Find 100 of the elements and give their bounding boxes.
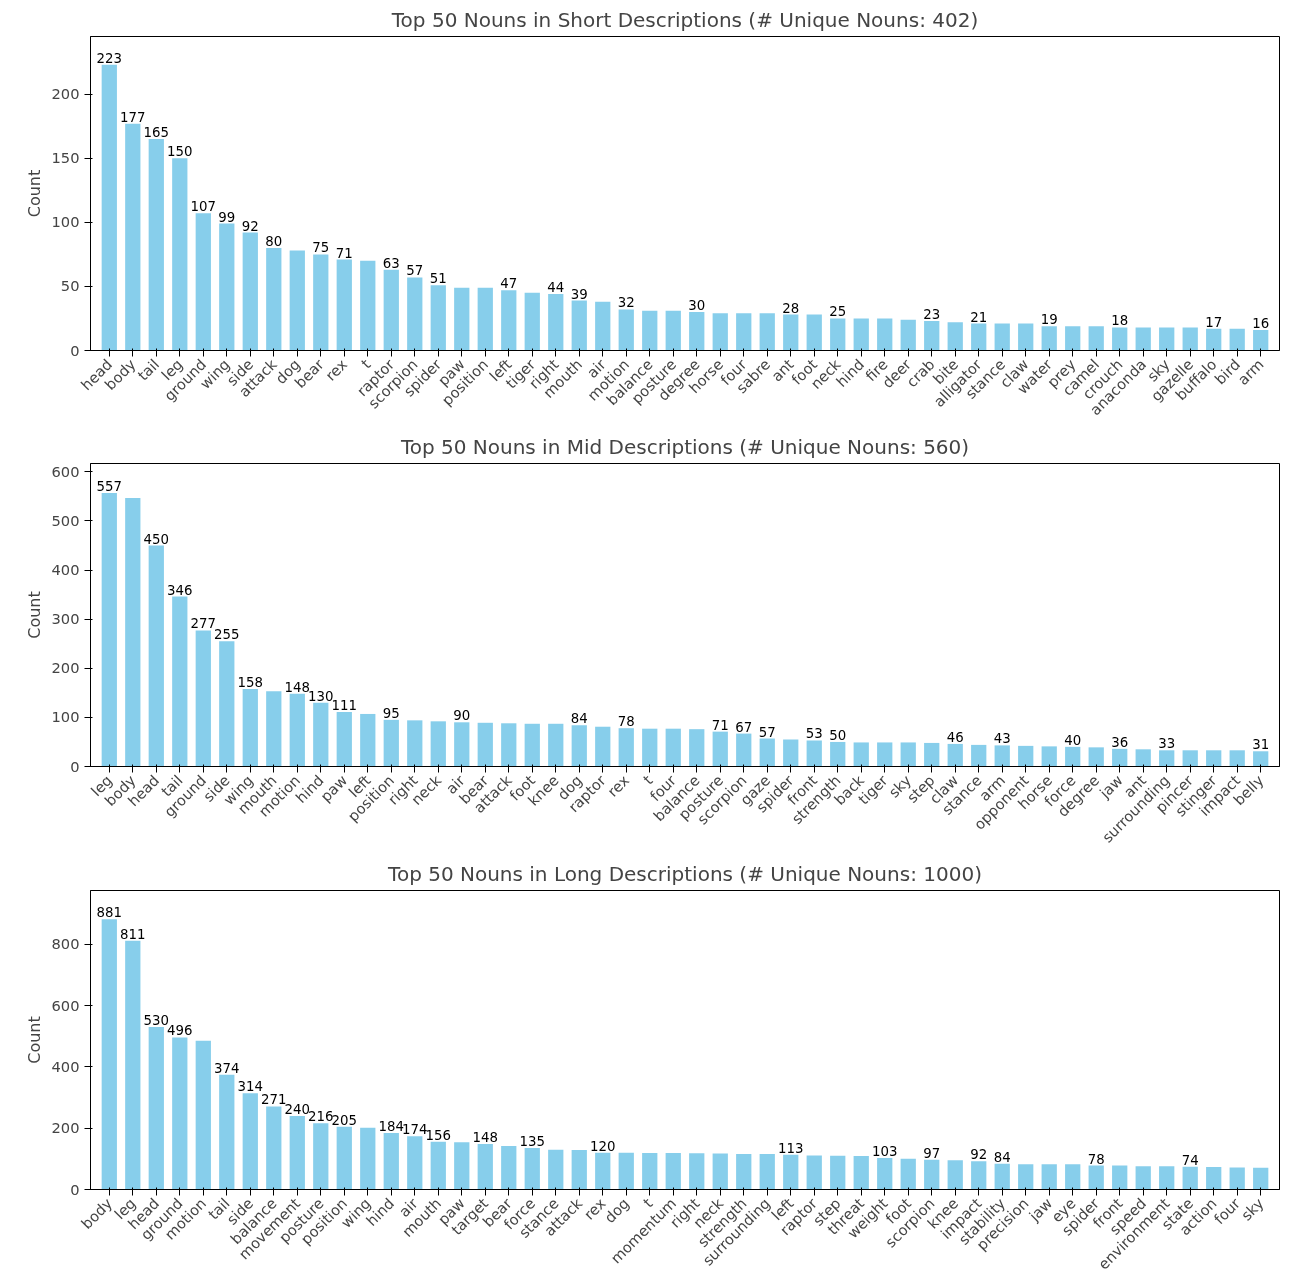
- bar: [759, 1153, 775, 1190]
- bar: [266, 1106, 282, 1190]
- bar: [360, 713, 376, 767]
- bar: [336, 1126, 352, 1190]
- data-label: 80: [265, 233, 283, 249]
- data-label: 150: [167, 144, 193, 160]
- bar: [806, 740, 822, 767]
- bar: [1159, 750, 1175, 767]
- data-label: 53: [805, 726, 823, 742]
- bar: [289, 693, 305, 767]
- bar: [360, 260, 376, 351]
- bar: [994, 323, 1010, 351]
- data-label: 99: [218, 209, 236, 225]
- bar: [148, 1026, 164, 1190]
- bar: [383, 269, 399, 351]
- bar: [1159, 1166, 1175, 1190]
- data-label: 177: [120, 109, 146, 125]
- data-label: 23: [923, 307, 941, 323]
- data-label: 92: [970, 1147, 988, 1163]
- data-label: 90: [453, 708, 471, 724]
- data-label: 95: [382, 705, 400, 721]
- data-label: 32: [617, 295, 635, 311]
- bar: [736, 1153, 752, 1190]
- data-label: 21: [970, 309, 988, 325]
- data-label: 19: [1040, 312, 1058, 328]
- y-axis-title: Count: [24, 1016, 44, 1064]
- bar: [877, 742, 893, 767]
- data-label: 25: [829, 304, 847, 320]
- bar: [759, 313, 775, 351]
- bar: [548, 723, 564, 767]
- bar: [971, 1161, 987, 1190]
- bar: [853, 1156, 869, 1190]
- y-tick-label: 150: [51, 149, 80, 167]
- y-axis-title: Count: [24, 591, 44, 639]
- bar: [125, 123, 141, 351]
- data-label: 31: [1252, 737, 1270, 753]
- bar: [242, 232, 258, 351]
- data-label: 496: [167, 1023, 193, 1039]
- bar: [1253, 751, 1269, 767]
- bar: [454, 1142, 470, 1190]
- bar: [853, 742, 869, 767]
- data-label: 47: [500, 276, 518, 292]
- data-label: 46: [946, 729, 964, 745]
- bar: [242, 688, 258, 767]
- bar: [665, 728, 681, 767]
- data-label: 530: [143, 1012, 170, 1028]
- bar: [689, 1153, 705, 1190]
- data-label: 84: [570, 711, 588, 727]
- data-label: 130: [308, 688, 334, 704]
- bar: [101, 492, 117, 767]
- data-label: 92: [241, 218, 259, 234]
- y-tick-label: 500: [51, 511, 80, 529]
- bar: [947, 322, 963, 351]
- bar: [383, 1133, 399, 1190]
- bar: [689, 312, 705, 351]
- bar: [501, 1145, 517, 1190]
- bar: [1182, 327, 1198, 351]
- bar: [642, 1153, 658, 1190]
- data-label: 75: [312, 240, 330, 256]
- bar: [571, 300, 587, 351]
- y-tick-label: 800: [51, 935, 80, 953]
- y-tick-label: 200: [51, 85, 80, 103]
- data-label: 51: [429, 271, 447, 287]
- bar: [712, 1153, 728, 1190]
- bar: [759, 738, 775, 767]
- bar: [1088, 747, 1104, 767]
- data-label: 78: [1087, 1151, 1105, 1167]
- bar: [1041, 1164, 1057, 1190]
- y-tick-label: 200: [51, 659, 80, 677]
- bar: [407, 277, 423, 351]
- bar: [947, 743, 963, 767]
- bar: [642, 728, 658, 767]
- bar: [148, 545, 164, 767]
- data-label: 158: [237, 674, 264, 690]
- bar: [430, 721, 446, 767]
- bar: [101, 919, 117, 1190]
- y-tick-label: 50: [60, 277, 80, 295]
- data-label: 84: [993, 1149, 1011, 1165]
- bar: [595, 1152, 611, 1190]
- data-label: 135: [519, 1134, 545, 1150]
- bar: [689, 729, 705, 767]
- data-label: 57: [758, 724, 776, 740]
- bar: [101, 64, 117, 351]
- bar: [501, 290, 517, 351]
- bar: [971, 323, 987, 351]
- data-label: 113: [778, 1140, 804, 1156]
- bar: [712, 313, 728, 351]
- bar: [877, 318, 893, 351]
- bar: [595, 726, 611, 767]
- bar: [877, 1157, 893, 1190]
- bar: [994, 745, 1010, 767]
- bar: [407, 1136, 423, 1190]
- data-label: 33: [1158, 736, 1176, 752]
- data-label: 71: [335, 245, 353, 261]
- bar: [1041, 326, 1057, 351]
- bar: [1229, 750, 1245, 767]
- bar: [1018, 323, 1034, 351]
- bar: [595, 301, 611, 351]
- bar: [195, 630, 211, 767]
- y-tick-label: 0: [70, 757, 80, 775]
